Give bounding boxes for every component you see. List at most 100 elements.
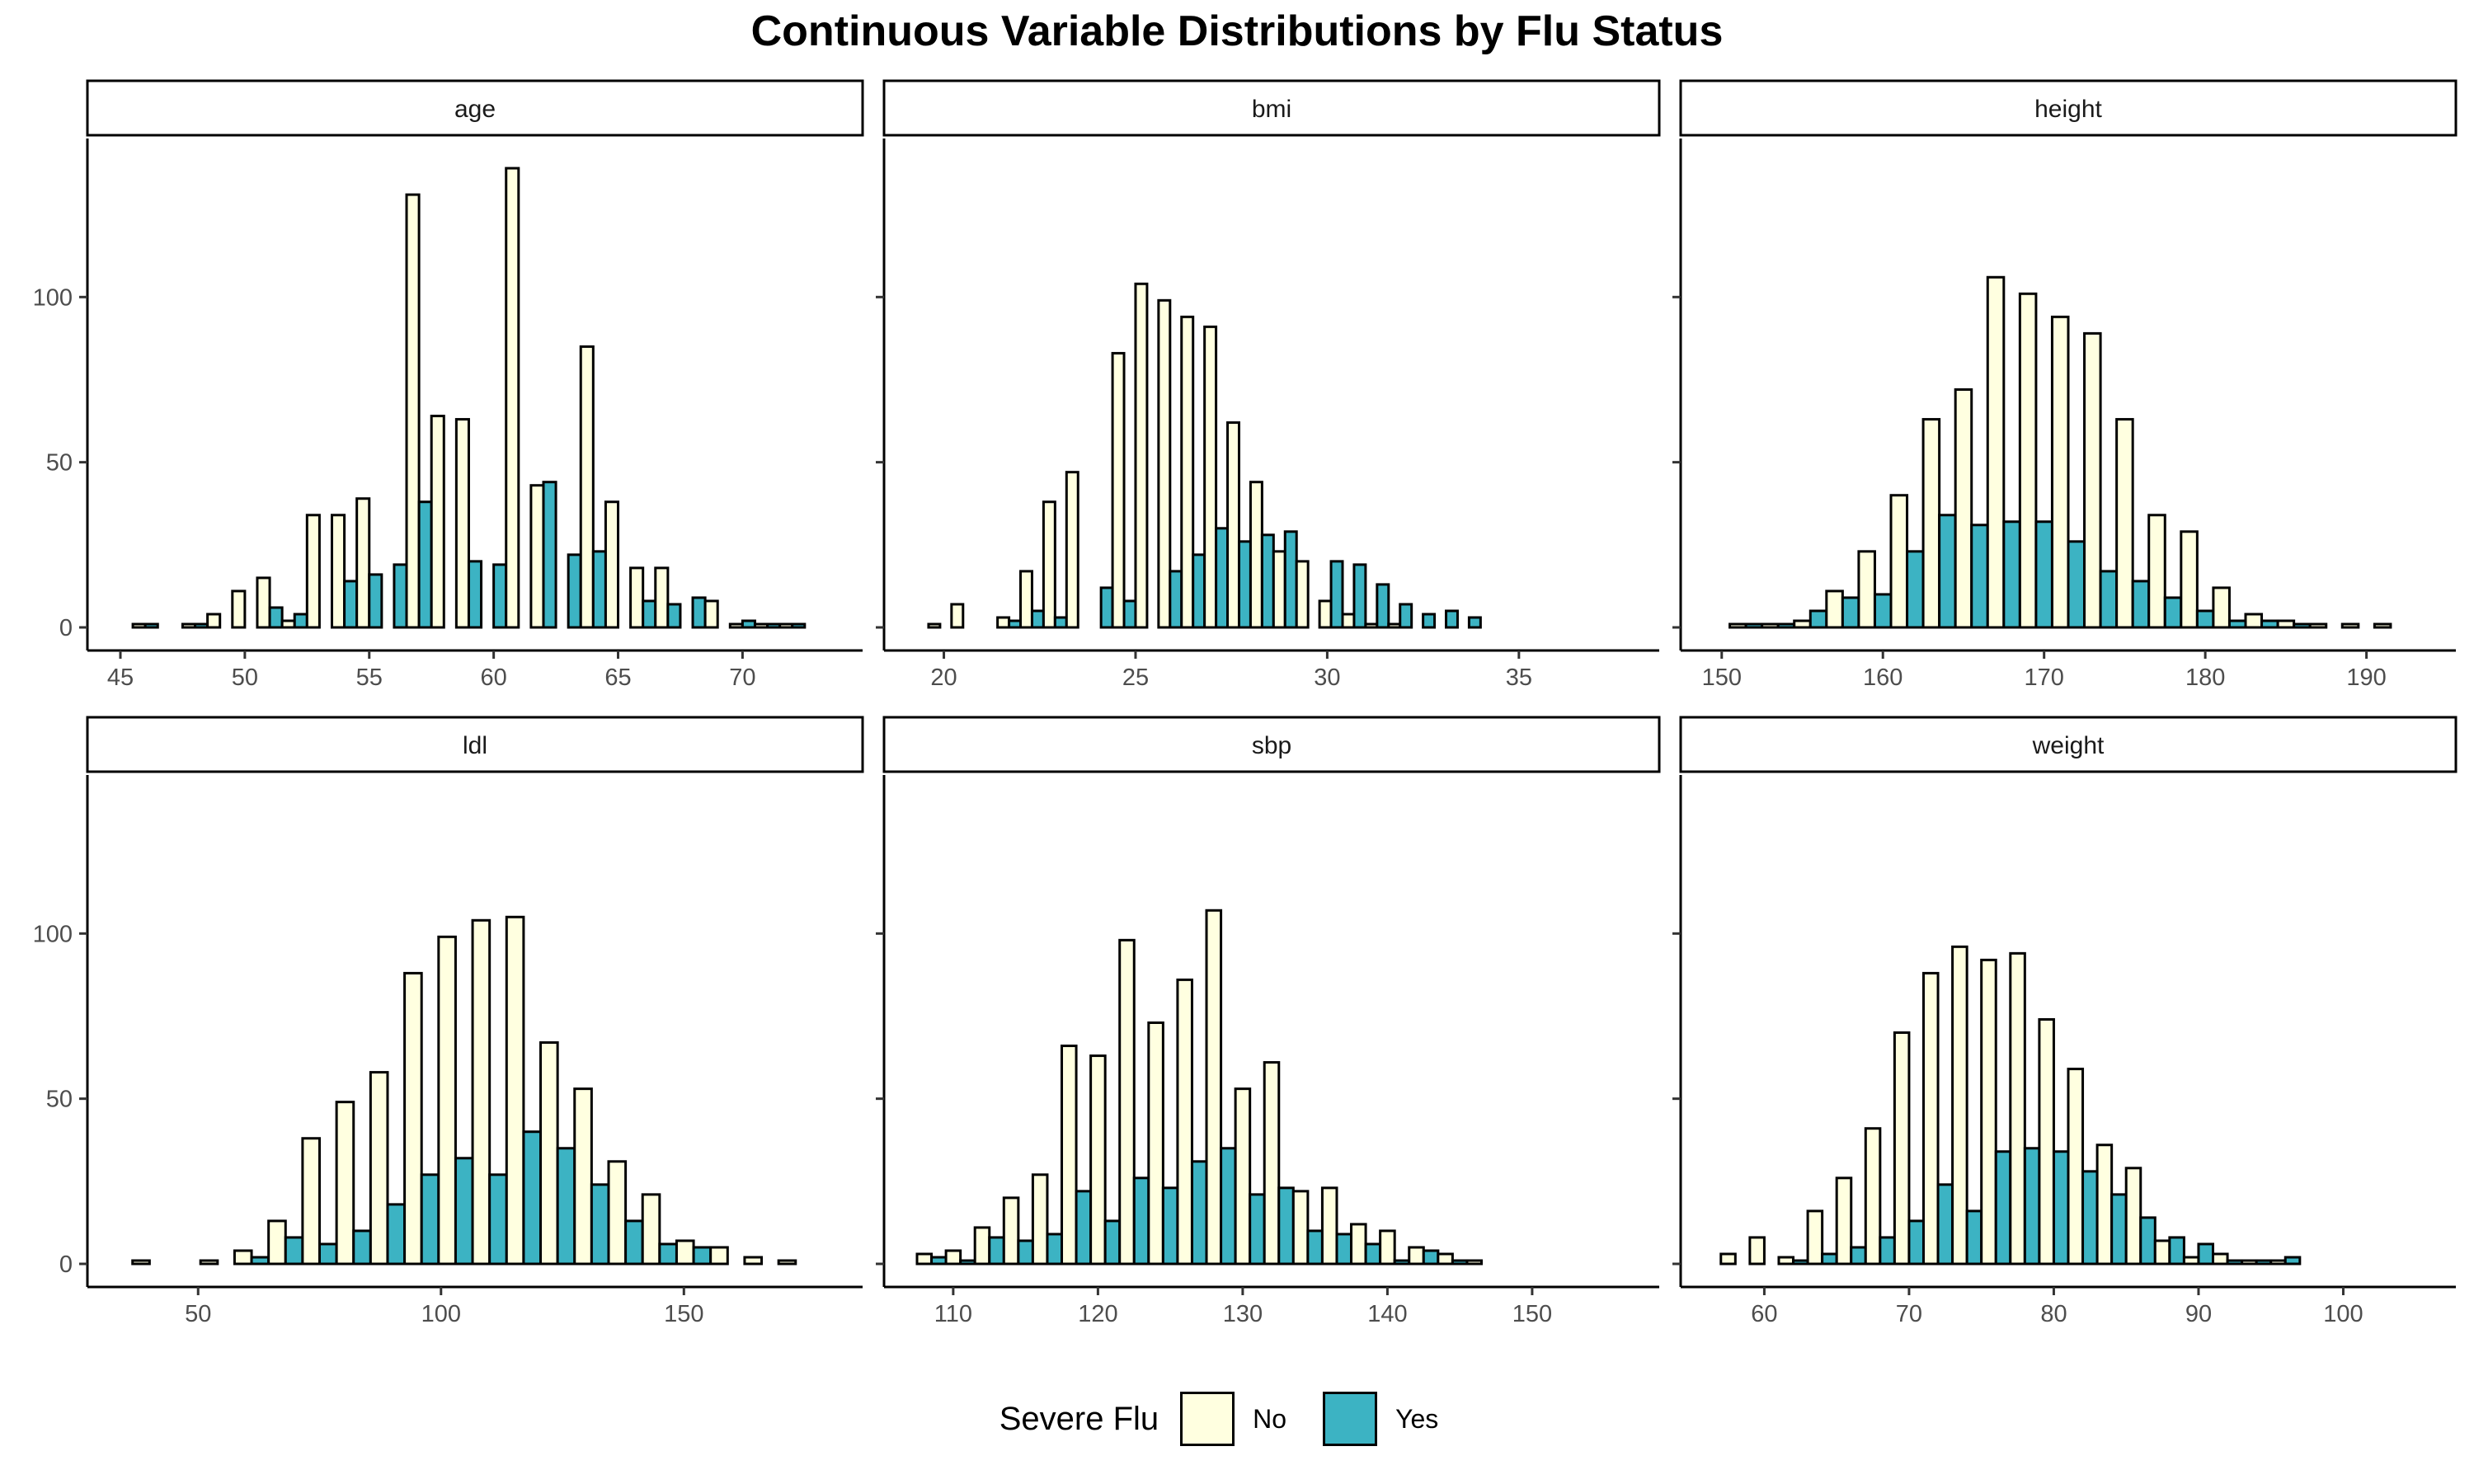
bar-yes bbox=[1970, 524, 1989, 629]
facet-strip bbox=[86, 716, 864, 773]
bar-no bbox=[607, 1160, 628, 1266]
y-tick-label: 0 bbox=[59, 1252, 73, 1278]
legend-key-no bbox=[1180, 1392, 1235, 1446]
bar-yes bbox=[2168, 1236, 2185, 1266]
bar-no bbox=[1893, 1031, 1911, 1266]
bar-yes bbox=[2195, 609, 2215, 629]
bar-yes bbox=[1277, 1186, 1295, 1266]
bar-yes bbox=[642, 599, 657, 629]
bar-no bbox=[1272, 550, 1286, 629]
bar-no bbox=[1065, 471, 1079, 629]
bar-yes bbox=[1103, 1219, 1122, 1266]
facet-panel-height: height 150 160 170 180 190 bbox=[1672, 79, 2458, 691]
bar-no bbox=[1134, 282, 1149, 629]
bar-yes bbox=[2139, 1216, 2157, 1266]
bar-no bbox=[437, 935, 457, 1266]
bar-no bbox=[579, 345, 595, 629]
bar-yes bbox=[2034, 520, 2053, 629]
bar-no bbox=[403, 971, 423, 1266]
bar-no bbox=[233, 1249, 253, 1266]
x-tick-label: 80 bbox=[2040, 1301, 2067, 1327]
bar-no bbox=[2276, 619, 2296, 629]
x-tick-label: 160 bbox=[1863, 665, 1903, 691]
bar-no bbox=[1793, 619, 1812, 629]
bar-no bbox=[2308, 622, 2328, 629]
bar-yes bbox=[2255, 1259, 2273, 1266]
bar-yes bbox=[1099, 586, 1114, 629]
bar-no bbox=[1986, 275, 2006, 629]
bar-no bbox=[1341, 613, 1356, 629]
bar-yes bbox=[268, 606, 284, 629]
bar-no bbox=[267, 1219, 287, 1266]
bar-yes bbox=[1376, 583, 1390, 629]
bar-yes bbox=[2099, 570, 2119, 629]
legend-label-no: No bbox=[1253, 1403, 1287, 1434]
bar-yes bbox=[1965, 1209, 1983, 1266]
bar-no bbox=[2373, 622, 2392, 629]
bar-no bbox=[2115, 418, 2134, 629]
bar-yes bbox=[1053, 616, 1068, 629]
bar-yes bbox=[343, 580, 359, 629]
x-tick-label: 100 bbox=[421, 1301, 461, 1327]
bar-no bbox=[1954, 388, 1973, 629]
x-tick-label: 140 bbox=[1367, 1301, 1407, 1327]
bar-no bbox=[2212, 1252, 2229, 1266]
bar-no bbox=[1729, 622, 1747, 629]
bar-yes bbox=[417, 500, 433, 629]
bar-yes bbox=[1249, 1193, 1266, 1266]
bar-no bbox=[131, 622, 147, 629]
bar-no bbox=[1295, 560, 1310, 629]
y-tick-label: 50 bbox=[46, 1087, 73, 1113]
bar-no bbox=[539, 1041, 559, 1266]
bar-no bbox=[335, 1101, 355, 1266]
bar-no bbox=[1777, 1256, 1795, 1266]
bar-yes bbox=[1192, 553, 1206, 629]
bar-no bbox=[2153, 1239, 2171, 1266]
bar-no bbox=[728, 622, 744, 629]
bar-yes bbox=[1393, 1259, 1411, 1266]
bar-no bbox=[1089, 1054, 1107, 1266]
bar-yes bbox=[1122, 599, 1137, 629]
bar-no bbox=[675, 1239, 695, 1266]
x-tick-label: 90 bbox=[2185, 1301, 2212, 1327]
bar-no bbox=[1350, 1223, 1367, 1266]
x-tick-label: 150 bbox=[664, 1301, 703, 1327]
facet-panel-age: age 0 50 100 45 50 55 60 65 70 bbox=[33, 79, 864, 691]
x-tick-label: 60 bbox=[1751, 1301, 1777, 1327]
facet-strip-label: bmi bbox=[1252, 96, 1291, 123]
bar-no bbox=[1465, 1259, 1483, 1266]
bar-no bbox=[777, 1259, 797, 1266]
bar-no bbox=[996, 616, 1011, 629]
bar-no bbox=[2147, 514, 2166, 629]
bar-no bbox=[1205, 909, 1223, 1266]
bar-yes bbox=[1260, 533, 1275, 629]
bar-no bbox=[915, 1252, 934, 1266]
bar-no bbox=[1857, 550, 1876, 629]
bar-yes bbox=[1364, 1242, 1382, 1266]
x-tick-label: 30 bbox=[1314, 665, 1340, 691]
facet-strip-label: sbp bbox=[1252, 732, 1291, 759]
bar-no bbox=[2050, 315, 2070, 629]
bar-yes bbox=[1215, 527, 1230, 629]
bar-no bbox=[2180, 530, 2199, 629]
facet-strip bbox=[1679, 716, 2458, 773]
y-tick-label: 50 bbox=[46, 450, 73, 477]
bar-yes bbox=[1017, 1239, 1034, 1266]
x-tick-label: 20 bbox=[930, 665, 957, 691]
bar-no bbox=[1437, 1252, 1454, 1266]
bar-no bbox=[1761, 622, 1780, 629]
x-tick-label: 190 bbox=[2346, 665, 2386, 691]
x-tick-label: 60 bbox=[480, 665, 506, 691]
bar-yes bbox=[1399, 603, 1413, 629]
facet-strip bbox=[882, 716, 1661, 773]
bar-no bbox=[703, 599, 719, 629]
facet-strip-label: ldl bbox=[463, 732, 487, 759]
bar-no bbox=[231, 589, 247, 629]
bar-no bbox=[355, 497, 371, 629]
bar-no bbox=[430, 415, 445, 629]
bar-no bbox=[1980, 958, 1997, 1266]
bar-yes bbox=[542, 481, 557, 629]
bar-yes bbox=[1792, 1259, 1809, 1266]
bar-no bbox=[1118, 938, 1136, 1266]
